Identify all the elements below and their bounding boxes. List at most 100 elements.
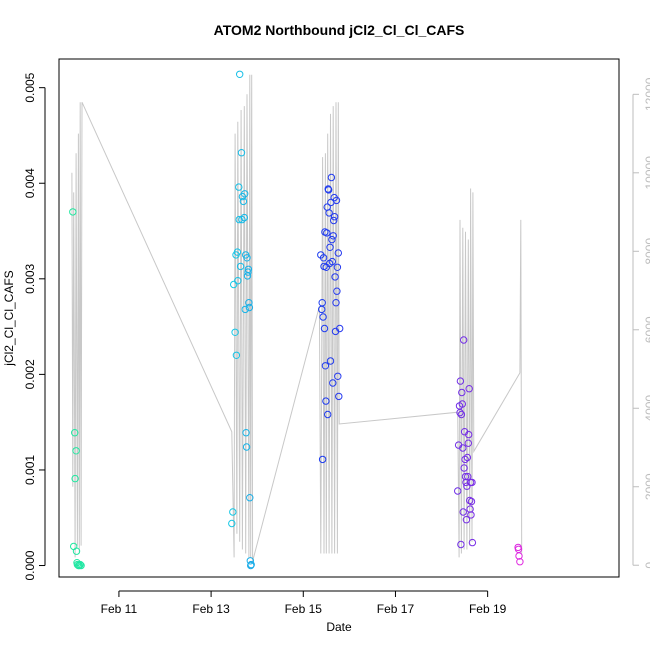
data-point bbox=[468, 538, 477, 547]
data-point bbox=[236, 262, 245, 271]
data-point bbox=[461, 472, 470, 481]
data-point bbox=[318, 299, 326, 307]
data-point bbox=[332, 196, 341, 205]
data-point bbox=[465, 430, 473, 439]
data-point bbox=[460, 336, 468, 344]
data-point bbox=[464, 472, 472, 481]
data-point bbox=[466, 505, 474, 513]
data-point bbox=[230, 280, 238, 289]
data-point bbox=[454, 487, 462, 495]
data-point bbox=[232, 351, 241, 359]
data-point bbox=[237, 149, 246, 157]
data-point bbox=[322, 397, 330, 405]
x-tick-label: Feb 11 bbox=[101, 602, 138, 616]
data-point bbox=[328, 257, 336, 266]
y-tick-label: 0.002 bbox=[23, 359, 37, 389]
secondary-tick-label: 2000 bbox=[643, 473, 650, 500]
data-point bbox=[331, 273, 339, 281]
x-tick-label: Feb 13 bbox=[192, 602, 230, 616]
data-point bbox=[241, 190, 249, 198]
data-point bbox=[244, 268, 252, 276]
data-point bbox=[72, 447, 80, 455]
chart-title: ATOM2 Northbound jCl2_Cl_Cl_CAFS bbox=[214, 22, 465, 38]
data-point bbox=[458, 400, 466, 408]
data-point bbox=[229, 508, 237, 516]
y-tick-label: 0.003 bbox=[23, 263, 37, 293]
data-point bbox=[326, 357, 335, 365]
plot-frame bbox=[58, 58, 620, 578]
data-point bbox=[330, 213, 339, 221]
data-point bbox=[71, 429, 79, 437]
data-point bbox=[327, 173, 336, 182]
data-point bbox=[516, 558, 524, 566]
data-point bbox=[325, 209, 333, 217]
data-point bbox=[321, 362, 330, 370]
data-point bbox=[457, 410, 466, 419]
data-point bbox=[242, 443, 251, 451]
data-point bbox=[333, 263, 342, 271]
data-point bbox=[233, 248, 242, 256]
x-axis-label: Date bbox=[326, 620, 352, 634]
data-point bbox=[336, 324, 344, 333]
data-point bbox=[334, 372, 342, 380]
data-point bbox=[457, 540, 465, 549]
data-point bbox=[463, 482, 471, 490]
data-point bbox=[320, 324, 329, 333]
data-point bbox=[241, 305, 249, 314]
data-point bbox=[77, 561, 85, 570]
secondary-tick-label: 10000 bbox=[643, 156, 650, 190]
data-point bbox=[70, 542, 78, 551]
data-point bbox=[333, 287, 341, 295]
data-point bbox=[459, 444, 467, 452]
x-tick-label: Feb 19 bbox=[469, 602, 507, 616]
data-point bbox=[329, 379, 337, 387]
x-tick-label: Feb 17 bbox=[377, 602, 415, 616]
data-point bbox=[319, 254, 328, 262]
data-point bbox=[323, 229, 331, 237]
secondary-trace-line bbox=[71, 74, 523, 562]
x-tick-label: Feb 15 bbox=[285, 602, 323, 616]
data-point bbox=[456, 408, 464, 417]
data-point bbox=[515, 552, 523, 560]
data-point bbox=[234, 277, 242, 285]
data-point bbox=[235, 215, 243, 224]
data-point bbox=[458, 388, 466, 397]
data-point bbox=[240, 213, 249, 222]
data-point bbox=[324, 410, 332, 419]
y-axis-label: jCl2_Cl_Cl_CAFS bbox=[2, 270, 16, 366]
data-point bbox=[231, 328, 239, 336]
data-point bbox=[459, 508, 467, 516]
data-point bbox=[468, 478, 476, 487]
data-point bbox=[461, 455, 469, 464]
secondary-tick-label: 8000 bbox=[643, 238, 650, 265]
data-point bbox=[228, 519, 236, 528]
data-point bbox=[324, 186, 333, 194]
secondary-tick-label: 12000 bbox=[643, 77, 650, 111]
data-point bbox=[462, 516, 471, 524]
data-point bbox=[245, 299, 253, 307]
data-point bbox=[239, 197, 248, 206]
data-point bbox=[329, 232, 337, 240]
secondary-tick-label: 4000 bbox=[643, 395, 650, 422]
data-point bbox=[247, 560, 255, 569]
data-point bbox=[332, 299, 340, 307]
data-point bbox=[244, 265, 253, 273]
data-point bbox=[72, 547, 81, 555]
data-point bbox=[463, 453, 472, 462]
data-point bbox=[467, 497, 476, 506]
data-point bbox=[71, 474, 79, 483]
y-tick-label: 0.005 bbox=[23, 72, 37, 102]
plot-area bbox=[69, 70, 524, 570]
data-point bbox=[235, 183, 243, 191]
data-point bbox=[243, 254, 251, 262]
data-point bbox=[245, 303, 254, 312]
data-point bbox=[456, 377, 465, 385]
data-point bbox=[76, 560, 84, 569]
data-point bbox=[246, 557, 255, 565]
data-point bbox=[69, 208, 77, 216]
data-point bbox=[465, 385, 473, 393]
data-point bbox=[236, 70, 244, 79]
data-point bbox=[246, 494, 254, 502]
data-point bbox=[466, 496, 474, 505]
